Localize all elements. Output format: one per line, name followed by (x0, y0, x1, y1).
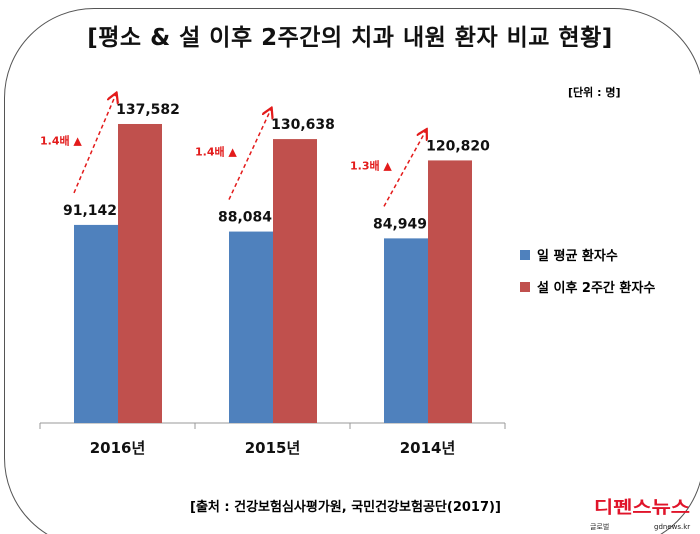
legend-swatch (520, 281, 530, 292)
growth-annotation: 1.4배 ▲ (40, 133, 82, 147)
bar-after-holiday (428, 160, 472, 424)
category-label: 2014년 (400, 439, 456, 457)
data-label: 137,582 (116, 102, 180, 118)
category-label: 2016년 (90, 439, 146, 457)
logo-sub: 글로벌 (590, 522, 609, 531)
source-note: [출처 : 건강보험심사평가원, 국민건강보험공단(2017)] (190, 500, 501, 515)
rounded-frame (4, 8, 700, 534)
data-label: 120,820 (426, 138, 490, 154)
unit-label: [단위 : 명] (568, 86, 621, 99)
news-logo: 디펜스뉴스 글로벌 gdnews.kr (590, 498, 690, 531)
growth-arrow (73, 94, 116, 194)
growth-arrow (383, 130, 426, 207)
legend-swatch (520, 249, 530, 260)
legend-item-after-holiday: 설 이후 2주간 환자수 (520, 277, 700, 296)
data-label: 88,084 (218, 210, 272, 226)
data-label: 130,638 (271, 117, 335, 133)
growth-annotation: 1.4배 ▲ (195, 144, 237, 158)
logo-text: 디펜스뉴스 (594, 498, 690, 518)
legend-item-daily-avg: 일 평균 환자수 (520, 245, 700, 264)
chart-title: [평소 & 설 이후 2주간의 치과 내원 환자 비교 현황] (87, 25, 613, 51)
bar-after-holiday (273, 139, 317, 423)
legend-label: 설 이후 2주간 환자수 (537, 281, 656, 296)
bar-daily-avg (384, 238, 428, 423)
data-label: 84,949 (373, 216, 427, 232)
logo-url: gdnews.kr (654, 523, 690, 531)
data-label: 91,142 (63, 203, 117, 219)
bar-daily-avg (229, 231, 273, 423)
bar-after-holiday (118, 123, 162, 423)
growth-arrow (228, 109, 271, 200)
category-label: 2015년 (245, 439, 301, 457)
bar-daily-avg (74, 224, 118, 423)
legend-label: 일 평균 환자수 (537, 249, 618, 264)
growth-annotation: 1.3배 ▲ (350, 158, 392, 172)
legend: 일 평균 환자수 설 이후 2주간 환자수 (520, 245, 700, 309)
